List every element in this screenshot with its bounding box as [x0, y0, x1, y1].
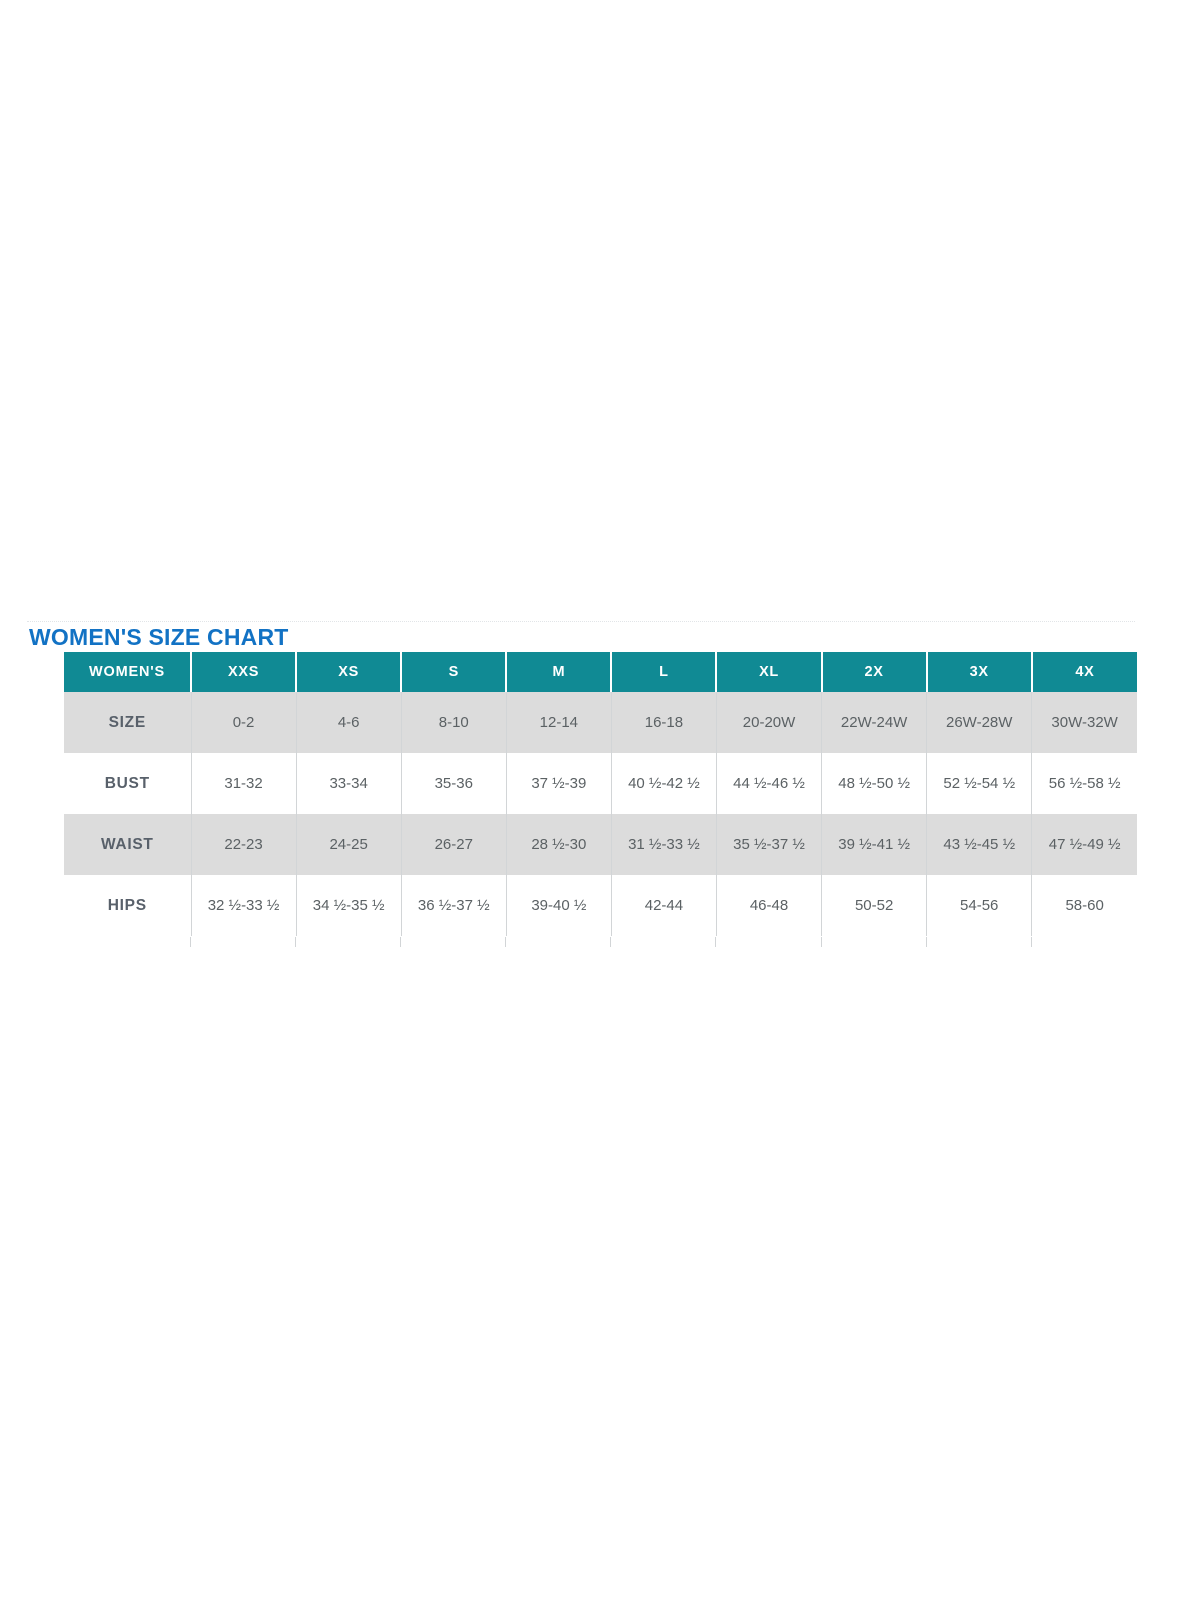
table-row-waist: WAIST 22-23 24-25 26-27 28 ½-30 31 ½-33 … [64, 814, 1137, 875]
cell-size-s: 8-10 [401, 692, 507, 753]
rule-stub [401, 937, 507, 947]
cell-hips-m: 39-40 ½ [506, 875, 612, 936]
cell-bust-xl: 44 ½-46 ½ [716, 753, 823, 814]
cell-hips-4x: 58-60 [1031, 875, 1137, 936]
cell-hips-l: 42-44 [611, 875, 717, 936]
rule-stub [822, 937, 927, 947]
cell-bust-m: 37 ½-39 [506, 753, 612, 814]
column-header-xs: XS [296, 652, 403, 692]
cell-bust-l: 40 ½-42 ½ [611, 753, 717, 814]
cell-hips-3x: 54-56 [926, 875, 1033, 936]
cell-waist-3x: 43 ½-45 ½ [926, 814, 1033, 875]
rule-stub [296, 937, 402, 947]
womens-size-chart-table: WOMEN'S XXS XS S M L XL 2X 3X 4X SIZE 0-… [64, 652, 1137, 936]
cell-waist-m: 28 ½-30 [506, 814, 612, 875]
cell-size-xxs: 0-2 [191, 692, 297, 753]
cell-size-2x: 22W-24W [821, 692, 928, 753]
row-label-hips: HIPS [64, 875, 192, 936]
column-header-l: L [611, 652, 718, 692]
cell-bust-2x: 48 ½-50 ½ [821, 753, 928, 814]
cell-waist-2x: 39 ½-41 ½ [821, 814, 928, 875]
cell-waist-4x: 47 ½-49 ½ [1031, 814, 1137, 875]
row-label-size: SIZE [64, 692, 192, 753]
cell-size-m: 12-14 [506, 692, 612, 753]
row-label-bust: BUST [64, 753, 192, 814]
cell-size-l: 16-18 [611, 692, 717, 753]
cell-bust-xxs: 31-32 [191, 753, 297, 814]
cell-waist-s: 26-27 [401, 814, 507, 875]
column-header-m: M [506, 652, 613, 692]
rule-stub [1032, 937, 1137, 947]
rule-stub [611, 937, 717, 947]
cell-waist-xl: 35 ½-37 ½ [716, 814, 823, 875]
cell-hips-xl: 46-48 [716, 875, 823, 936]
rule-stub [506, 937, 612, 947]
cell-waist-l: 31 ½-33 ½ [611, 814, 717, 875]
cell-bust-3x: 52 ½-54 ½ [926, 753, 1033, 814]
cell-bust-4x: 56 ½-58 ½ [1031, 753, 1137, 814]
cell-hips-xxs: 32 ½-33 ½ [191, 875, 297, 936]
table-row-hips: HIPS 32 ½-33 ½ 34 ½-35 ½ 36 ½-37 ½ 39-40… [64, 875, 1137, 936]
column-header-xl: XL [716, 652, 823, 692]
column-header-womens: WOMEN'S [64, 652, 193, 692]
cell-hips-s: 36 ½-37 ½ [401, 875, 507, 936]
rule-stub [64, 937, 191, 947]
cell-size-3x: 26W-28W [926, 692, 1033, 753]
cell-size-4x: 30W-32W [1031, 692, 1137, 753]
column-header-3x: 3X [926, 652, 1033, 692]
column-header-xxs: XXS [191, 652, 298, 692]
row-label-waist: WAIST [64, 814, 192, 875]
column-header-2x: 2X [821, 652, 928, 692]
top-dotted-divider [27, 621, 1135, 623]
cell-size-xl: 20-20W [716, 692, 823, 753]
rule-stub [716, 937, 822, 947]
rule-stub [191, 937, 297, 947]
rule-stub [927, 937, 1032, 947]
table-row-bust: BUST 31-32 33-34 35-36 37 ½-39 40 ½-42 ½… [64, 753, 1137, 814]
cell-bust-s: 35-36 [401, 753, 507, 814]
table-body: SIZE 0-2 4-6 8-10 12-14 16-18 20-20W 22W… [64, 692, 1137, 936]
header-row: WOMEN'S XXS XS S M L XL 2X 3X 4X [64, 652, 1137, 692]
column-header-s: S [401, 652, 508, 692]
cell-size-xs: 4-6 [296, 692, 402, 753]
table-header: WOMEN'S XXS XS S M L XL 2X 3X 4X [64, 652, 1137, 692]
cell-hips-xs: 34 ½-35 ½ [296, 875, 402, 936]
cell-bust-xs: 33-34 [296, 753, 402, 814]
table-bottom-rule-stubs [64, 937, 1137, 947]
column-header-4x: 4X [1031, 652, 1137, 692]
cell-hips-2x: 50-52 [821, 875, 928, 936]
page-title: WOMEN'S SIZE CHART [29, 624, 289, 650]
cell-waist-xxs: 22-23 [191, 814, 297, 875]
table-row-size: SIZE 0-2 4-6 8-10 12-14 16-18 20-20W 22W… [64, 692, 1137, 753]
cell-waist-xs: 24-25 [296, 814, 402, 875]
